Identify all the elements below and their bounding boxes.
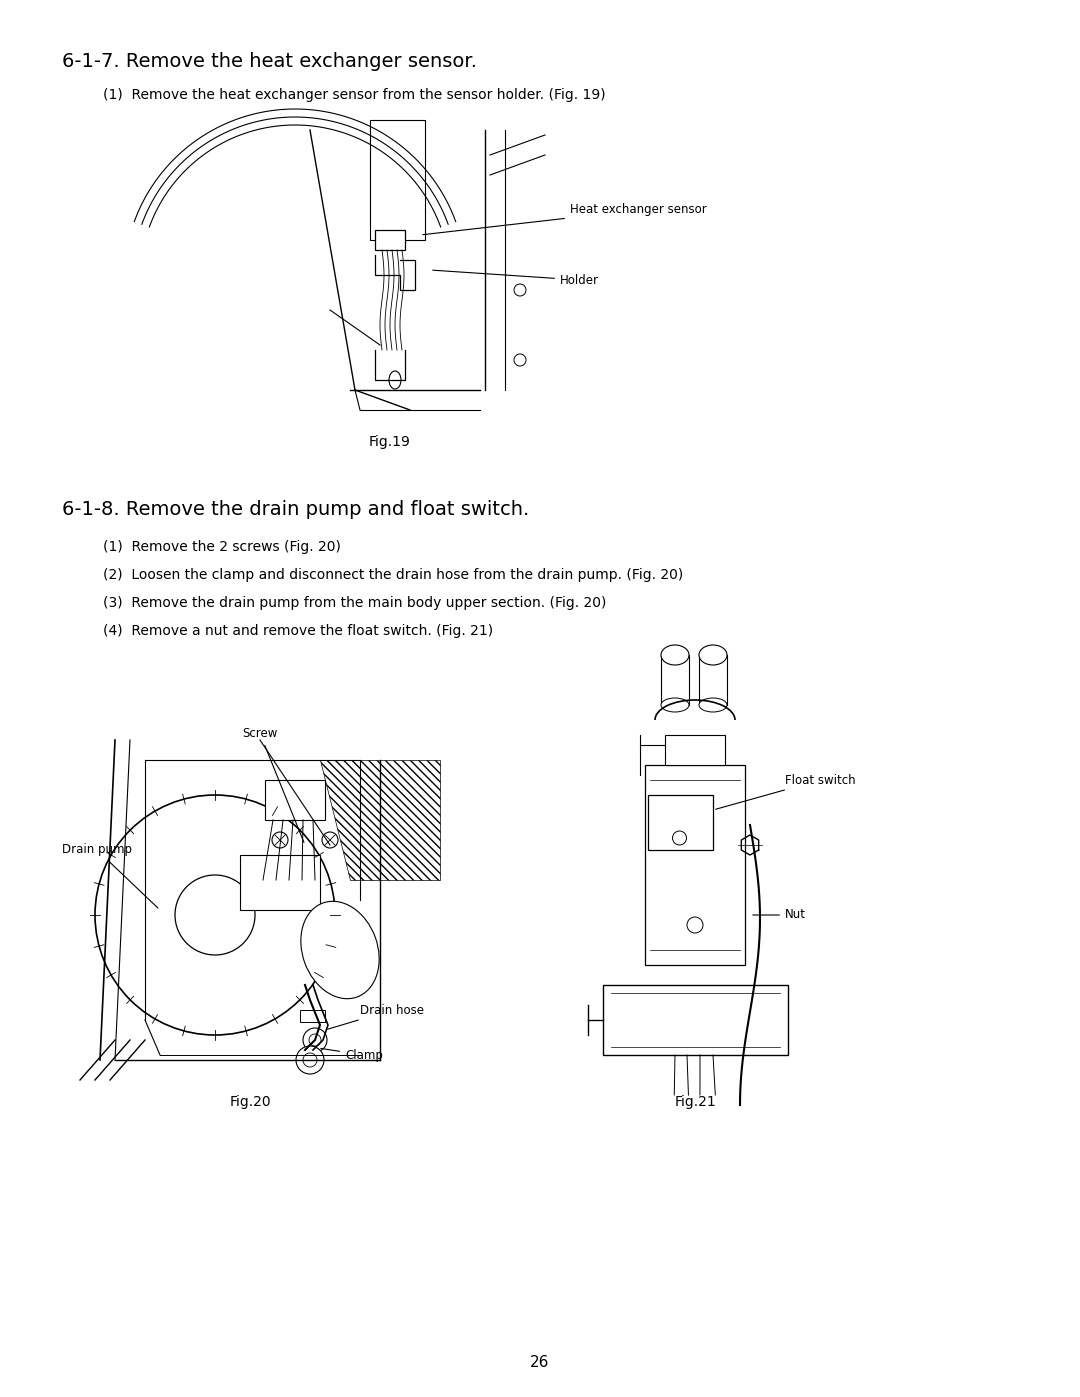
Text: 6-1-7. Remove the heat exchanger sensor.: 6-1-7. Remove the heat exchanger sensor. (62, 52, 477, 71)
Bar (665, 735, 725, 766)
Text: Float switch: Float switch (716, 774, 855, 809)
Circle shape (322, 833, 338, 848)
Circle shape (673, 831, 687, 845)
Bar (240, 855, 320, 909)
Polygon shape (320, 760, 440, 880)
Text: Nut: Nut (753, 908, 806, 922)
Ellipse shape (389, 372, 401, 388)
Circle shape (309, 1034, 321, 1046)
Circle shape (303, 1028, 327, 1052)
Ellipse shape (661, 698, 689, 712)
Ellipse shape (699, 645, 727, 665)
Text: Screw: Screw (242, 726, 303, 842)
Circle shape (303, 1053, 318, 1067)
Text: 6-1-8. Remove the drain pump and float switch.: 6-1-8. Remove the drain pump and float s… (62, 500, 529, 520)
Text: (3)  Remove the drain pump from the main body upper section. (Fig. 20): (3) Remove the drain pump from the main … (103, 597, 606, 610)
Bar (699, 655, 727, 705)
Bar (300, 1010, 325, 1023)
Text: Heat exchanger sensor: Heat exchanger sensor (422, 204, 706, 235)
Bar (645, 766, 745, 965)
Circle shape (95, 795, 335, 1035)
Text: Fig.21: Fig.21 (674, 1095, 716, 1109)
Bar (661, 655, 689, 705)
Text: Drain pump: Drain pump (62, 844, 158, 908)
Circle shape (687, 916, 703, 933)
Text: (2)  Loosen the clamp and disconnect the drain hose from the drain pump. (Fig. 2: (2) Loosen the clamp and disconnect the … (103, 569, 684, 583)
Text: Fig.19: Fig.19 (369, 434, 410, 448)
Ellipse shape (661, 645, 689, 665)
Text: Fig.20: Fig.20 (229, 1095, 271, 1109)
Text: (1)  Remove the heat exchanger sensor from the sensor holder. (Fig. 19): (1) Remove the heat exchanger sensor fro… (103, 88, 606, 102)
Circle shape (514, 353, 526, 366)
Bar (603, 985, 787, 1055)
Bar (370, 120, 426, 240)
Circle shape (272, 833, 288, 848)
Ellipse shape (301, 901, 379, 999)
Bar (375, 231, 405, 250)
Circle shape (514, 284, 526, 296)
Bar (265, 780, 325, 820)
Text: Drain hose: Drain hose (327, 1003, 424, 1030)
Text: 26: 26 (530, 1355, 550, 1370)
Circle shape (296, 1046, 324, 1074)
Text: (4)  Remove a nut and remove the float switch. (Fig. 21): (4) Remove a nut and remove the float sw… (103, 624, 494, 638)
Text: Holder: Holder (433, 270, 599, 286)
Bar (648, 795, 713, 849)
Circle shape (175, 875, 255, 956)
Text: Clamp: Clamp (321, 1048, 383, 1062)
Text: (1)  Remove the 2 screws (Fig. 20): (1) Remove the 2 screws (Fig. 20) (103, 541, 341, 555)
Ellipse shape (699, 698, 727, 712)
